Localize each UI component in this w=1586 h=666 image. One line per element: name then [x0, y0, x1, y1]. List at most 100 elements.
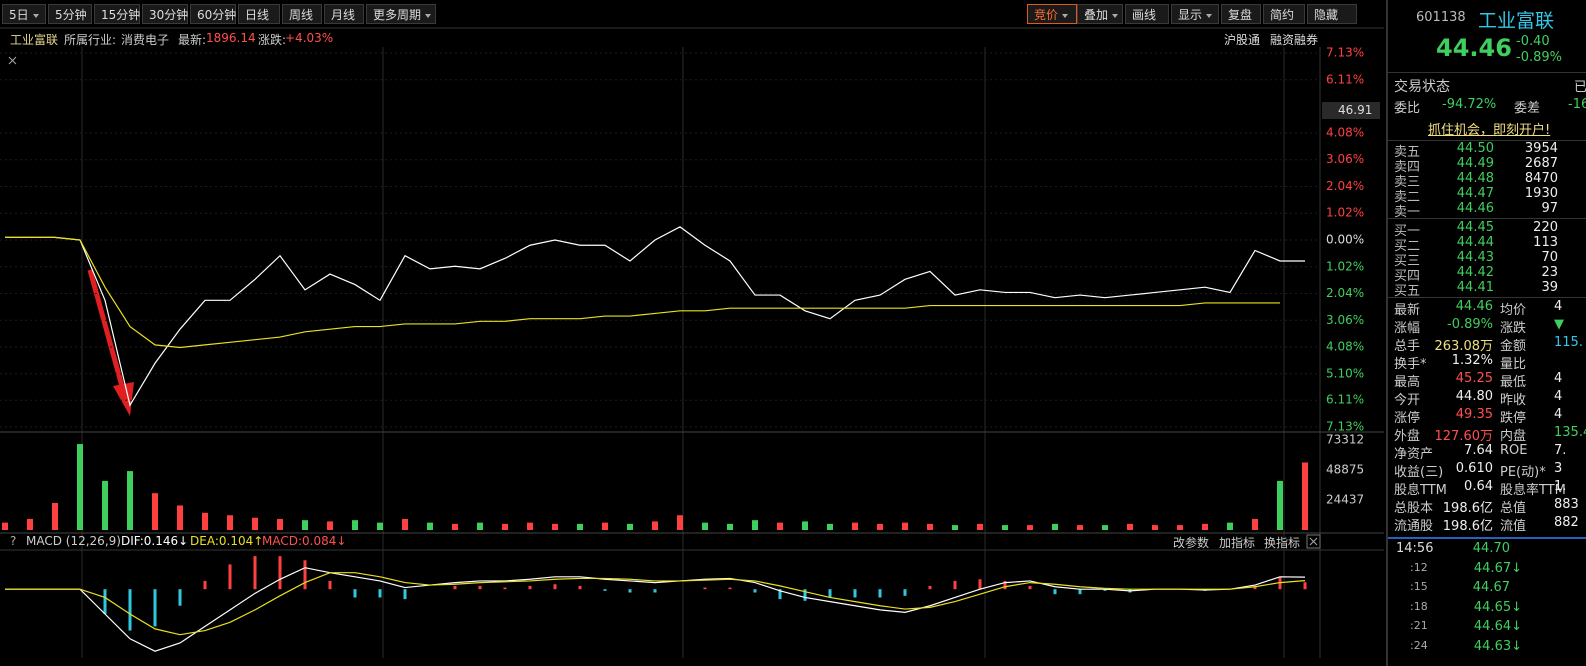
stat-label: 今开 [1394, 393, 1421, 408]
volume-bar [1277, 480, 1283, 530]
stat-value: 198.6亿 [1442, 501, 1493, 516]
book-price: 44.50 [1456, 141, 1494, 156]
macd-bar [203, 580, 207, 590]
stat-label: 总值 [1500, 501, 1527, 516]
stat-label: 最低 [1500, 375, 1527, 390]
stat-value: 49.35 [1455, 407, 1493, 422]
close-icon[interactable] [8, 56, 17, 65]
volume-bar [677, 515, 683, 530]
stat-value: 3 [1554, 461, 1563, 476]
stat-label: 涨跌 [1500, 321, 1527, 336]
macd-bar [1253, 585, 1257, 590]
volume-bar [77, 444, 83, 530]
volume-bar [602, 522, 608, 530]
volume-bar [1227, 522, 1233, 530]
volume-bar [702, 522, 708, 530]
toolbar-button[interactable]: 隐藏 [1307, 4, 1357, 24]
indicator-button[interactable]: 加指标 [1219, 536, 1256, 550]
y-tick-label: 3.06% [1326, 152, 1364, 166]
book-volume: 3954 [1524, 141, 1558, 156]
info-text: 1896.14 [206, 31, 256, 45]
toolbar-button[interactable]: 画线 [1125, 4, 1169, 24]
stat-value: 44.80 [1455, 389, 1493, 404]
volume-bar [452, 523, 458, 530]
book-price: 44.46 [1456, 201, 1494, 216]
volume-bar [1177, 525, 1183, 530]
macd-bar [1278, 577, 1282, 590]
stat-value: 263.08万 [1434, 339, 1494, 354]
volume-bar [552, 523, 558, 530]
close-icon[interactable] [1306, 534, 1321, 549]
toolbar-button[interactable]: 更多周期 [366, 4, 436, 24]
book-volume: 113 [1533, 235, 1558, 250]
indicator-button[interactable]: 换指标 [1264, 536, 1301, 550]
book-label: 卖一 [1394, 205, 1421, 220]
volume-bar [802, 521, 808, 530]
volume-bar [877, 523, 883, 530]
volume-bar [1077, 525, 1083, 530]
stat-label: 流值 [1500, 519, 1527, 534]
toolbar-button[interactable]: 60分钟 [190, 4, 236, 24]
volume-bar [1102, 525, 1108, 530]
stat-label: 股息TTM [1394, 483, 1447, 498]
volume-bar [177, 505, 183, 530]
toolbar-button[interactable]: 叠加 [1077, 4, 1123, 24]
volume-bar [152, 493, 158, 530]
stat-value: 882 [1554, 515, 1579, 530]
volume-bar [502, 523, 508, 530]
macd-bar [278, 556, 282, 590]
book-label: 买二 [1394, 239, 1421, 254]
macd-bar [1028, 585, 1032, 590]
stat-value: 45.25 [1455, 371, 1493, 386]
toolbar-button[interactable]: 复盘 [1221, 4, 1261, 24]
info-text: 涨跌: [258, 33, 287, 47]
toolbar-button[interactable]: 日线 [238, 4, 280, 24]
volume-bar [952, 525, 958, 530]
book-price: 44.41 [1456, 280, 1494, 295]
macd-bar [628, 589, 632, 593]
macd-bar [253, 556, 257, 590]
toolbar-button[interactable]: 简约 [1263, 4, 1305, 24]
tick-time: :15 [1410, 580, 1428, 593]
toolbar-button[interactable]: 显示 [1171, 4, 1219, 24]
toolbar-button[interactable]: 5日 [2, 4, 46, 24]
stat-value: 0.610 [1455, 461, 1493, 476]
y-tick-label: 2.04% [1326, 179, 1364, 193]
book-price: 44.44 [1456, 235, 1494, 250]
indicator-button[interactable]: 改参数 [1173, 536, 1210, 550]
macd-bar [128, 589, 132, 631]
volume-bar [227, 515, 233, 530]
toolbar-button[interactable]: 周线 [282, 4, 322, 24]
info-text: +4.03% [285, 31, 334, 45]
volume-bar [1152, 525, 1158, 530]
stat-value: 115. [1554, 335, 1583, 350]
toolbar-button[interactable]: 30分钟 [142, 4, 188, 24]
label: 交易状态 [1394, 79, 1450, 95]
book-volume: 220 [1533, 220, 1558, 235]
volume-bar [827, 523, 833, 530]
macd-bar [328, 580, 332, 590]
volume-bar [627, 523, 633, 530]
macd-bar [878, 589, 882, 598]
macd-bar [1003, 580, 1007, 590]
volume-bar [577, 523, 583, 530]
toolbar-button[interactable]: 月线 [324, 4, 364, 24]
series-line [5, 572, 1306, 636]
toolbar-button[interactable]: 15分钟 [94, 4, 140, 24]
change: -0.40 [1516, 34, 1550, 49]
book-volume: 39 [1541, 280, 1558, 295]
series-line [5, 226, 1305, 407]
volume-bar [1127, 523, 1133, 530]
tick-price: 44.63↓ [1473, 638, 1522, 654]
volume-bar [402, 518, 408, 530]
toolbar-button[interactable]: 5分钟 [48, 4, 92, 24]
macd-bar [378, 589, 382, 598]
stat-label: 换手* [1394, 357, 1427, 372]
volume-bar [252, 517, 258, 530]
toolbar-button[interactable]: 竞价 [1027, 4, 1077, 24]
macd-bar [228, 564, 232, 590]
macd-bar [728, 587, 732, 590]
macd-label: MACD (12,26,9) [26, 534, 121, 548]
banner[interactable]: 抓住机会，即刻开户! [1428, 123, 1551, 138]
book-label: 买三 [1394, 254, 1421, 269]
